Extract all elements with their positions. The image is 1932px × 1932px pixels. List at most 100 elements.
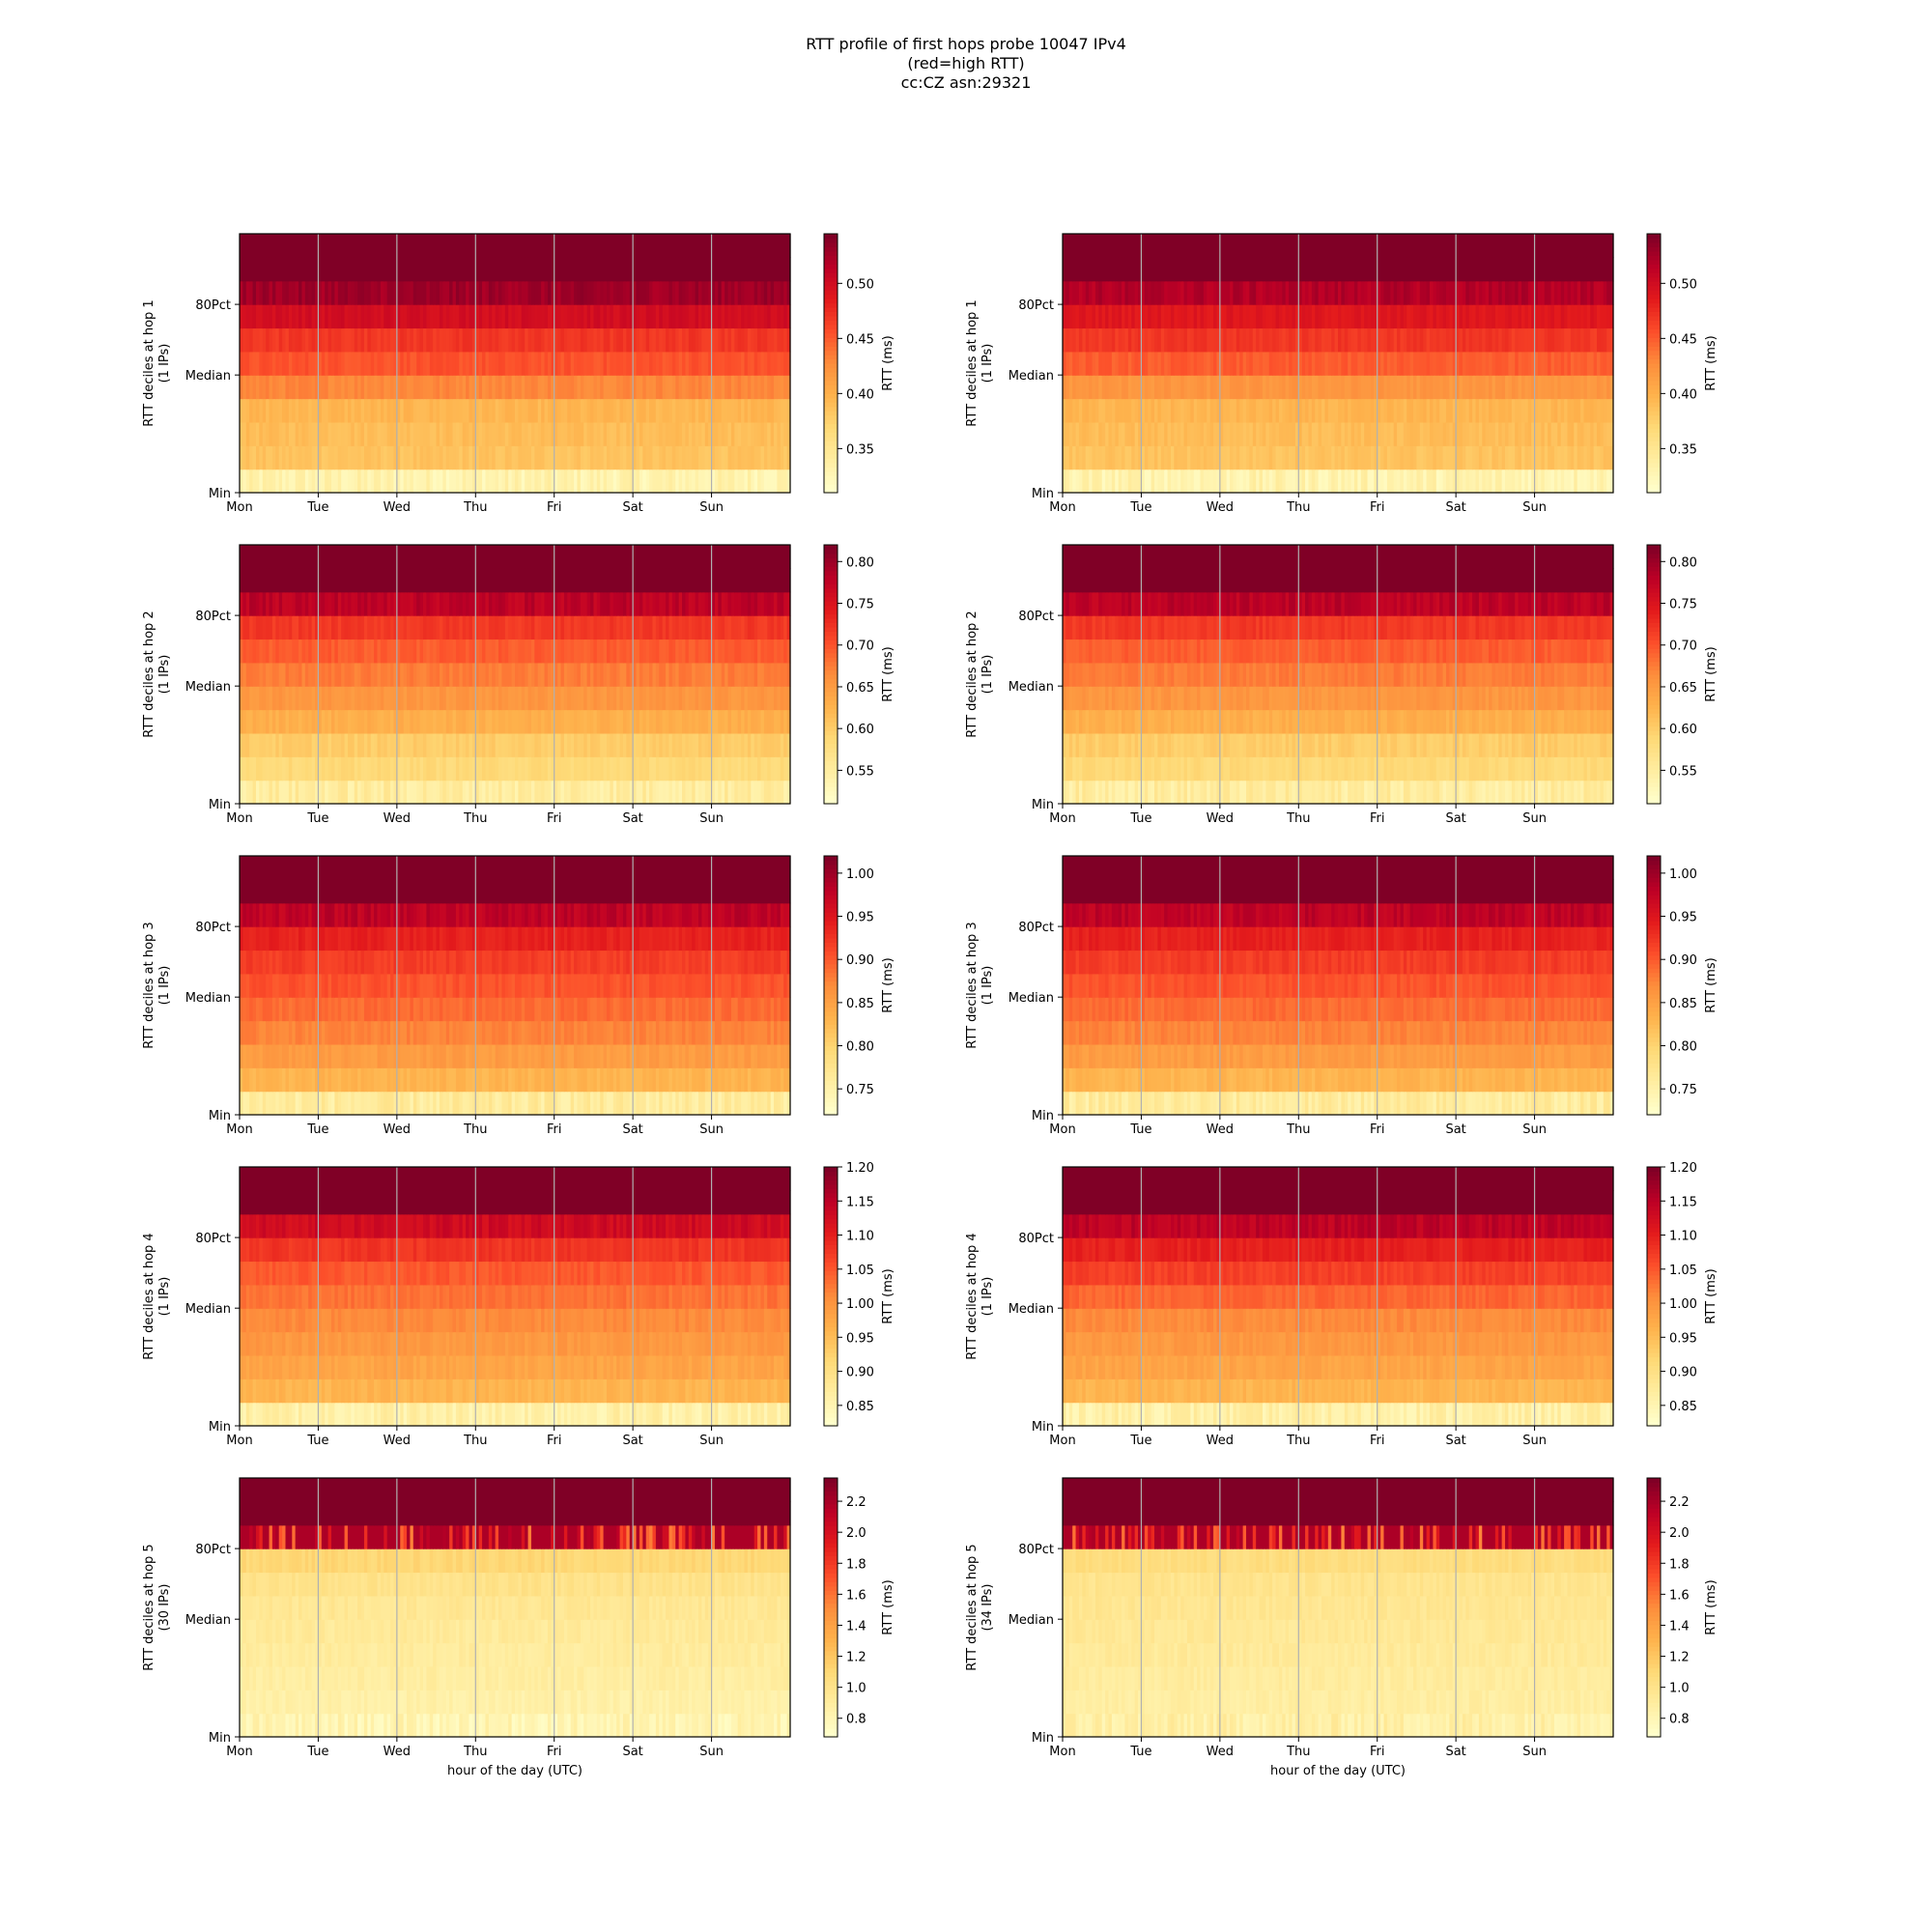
- heatmap-cell: [737, 327, 742, 353]
- heatmap-cell: [1574, 445, 1578, 470]
- heatmap-cell: [1534, 327, 1539, 353]
- y-tick-label-min: Min: [1032, 487, 1054, 501]
- heatmap-cell: [508, 709, 513, 734]
- heatmap-cell: [583, 234, 588, 258]
- heatmap-cell: [269, 257, 273, 282]
- heatmap-cell: [308, 351, 313, 376]
- heatmap-cell: [478, 280, 483, 305]
- heatmap-cell: [485, 686, 490, 711]
- colorbar-step: [1647, 367, 1661, 373]
- heatmap-cell: [1492, 351, 1496, 376]
- heatmap-cell: [396, 304, 401, 329]
- heatmap-cell: [249, 304, 254, 329]
- heatmap-cell: [1318, 304, 1322, 329]
- heatmap-cell: [410, 421, 414, 446]
- colorbar-step: [824, 328, 838, 334]
- heatmap-cell: [449, 351, 454, 376]
- heatmap-cell: [504, 469, 509, 494]
- heatmap-cell: [1157, 375, 1162, 400]
- heatmap-cell: [271, 257, 276, 282]
- colorbar-step: [824, 367, 838, 373]
- heatmap-cell: [730, 257, 735, 282]
- heatmap-cell: [554, 257, 558, 282]
- heatmap-cell: [544, 327, 549, 353]
- heatmap-cell: [1367, 375, 1372, 400]
- heatmap-cell: [1475, 304, 1480, 329]
- heatmap-cell: [449, 280, 454, 305]
- heatmap-cell: [370, 398, 375, 423]
- heatmap-cell: [666, 327, 670, 353]
- heatmap-cell: [331, 398, 335, 423]
- heatmap-cell: [682, 304, 687, 329]
- heatmap-cell: [1239, 398, 1244, 423]
- heatmap-cell: [308, 445, 313, 470]
- heatmap-cell: [1170, 398, 1175, 423]
- heatmap-cell: [1334, 398, 1339, 423]
- heatmap-cell: [1226, 398, 1231, 423]
- heatmap-cell: [1268, 421, 1273, 446]
- heatmap-cell: [262, 469, 267, 494]
- heatmap-cell: [1294, 445, 1299, 470]
- heatmap-cell: [783, 709, 788, 734]
- heatmap-cell: [1537, 327, 1542, 353]
- heatmap-cell: [583, 445, 588, 470]
- heatmap-cell: [1494, 327, 1499, 353]
- heatmap-cell: [439, 327, 443, 353]
- heatmap-cell: [1063, 421, 1066, 446]
- heatmap-cell: [666, 234, 670, 258]
- heatmap-cell: [626, 398, 631, 423]
- heatmap-cell: [671, 234, 676, 258]
- heatmap-cell: [240, 445, 243, 470]
- heatmap-cell: [318, 234, 323, 258]
- heatmap-cell: [525, 280, 529, 305]
- heatmap-cell: [1216, 375, 1221, 400]
- heatmap-cell: [1409, 304, 1414, 329]
- heatmap-cell: [530, 280, 535, 305]
- heatmap-cell: [649, 327, 654, 353]
- heatmap-cell: [380, 445, 384, 470]
- heatmap-cell: [727, 304, 732, 329]
- heatmap-cell: [298, 375, 303, 400]
- heatmap-cell: [1134, 257, 1139, 282]
- heatmap-cell: [1505, 445, 1510, 470]
- heatmap-cell: [1321, 304, 1326, 329]
- heatmap-cell: [521, 351, 526, 376]
- heatmap-cell: [1177, 421, 1181, 446]
- heatmap-cell: [1383, 445, 1388, 470]
- heatmap-cell: [262, 375, 267, 400]
- heatmap-cell: [1541, 398, 1546, 423]
- heatmap-cell: [1380, 304, 1385, 329]
- heatmap-cell: [1075, 280, 1080, 305]
- heatmap-cell: [1098, 375, 1103, 400]
- heatmap-cell: [760, 756, 765, 781]
- heatmap-cell: [668, 375, 673, 400]
- heatmap-cell: [357, 375, 362, 400]
- heatmap-cell: [760, 280, 765, 305]
- heatmap-cell: [407, 398, 412, 423]
- heatmap-cell: [1548, 304, 1552, 329]
- heatmap-cell: [1600, 351, 1605, 376]
- heatmap-cell: [1124, 327, 1129, 353]
- heatmap-cell: [1511, 421, 1516, 446]
- heatmap-cell: [1186, 375, 1191, 400]
- heatmap-cell: [1489, 469, 1493, 494]
- heatmap-cell: [655, 280, 660, 305]
- heatmap-cell: [295, 469, 299, 494]
- heatmap-cell: [278, 445, 283, 470]
- heatmap-cell: [269, 445, 273, 470]
- heatmap-cell: [393, 257, 398, 282]
- heatmap-cell: [741, 469, 746, 494]
- heatmap-cell: [1157, 351, 1162, 376]
- heatmap-cell: [1249, 257, 1254, 282]
- heatmap-cell: [1374, 327, 1378, 353]
- heatmap-cell: [737, 709, 742, 734]
- heatmap-cell: [544, 304, 549, 329]
- colorbar-tick-label: 0.45: [846, 332, 874, 347]
- heatmap-cell: [1115, 351, 1120, 376]
- heatmap-cell: [1557, 398, 1562, 423]
- heatmap-cell: [495, 234, 499, 258]
- colorbar-step: [824, 238, 838, 243]
- heatmap-cell: [245, 257, 250, 282]
- x-tick-label-fri: Fri: [1370, 500, 1385, 515]
